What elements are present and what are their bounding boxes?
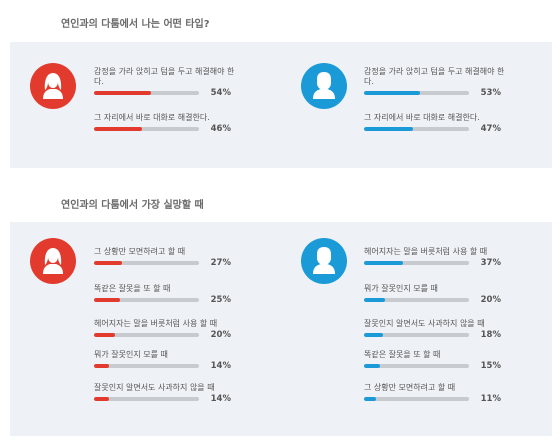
female-avatar-icon xyxy=(30,238,76,284)
bar-fill xyxy=(94,298,121,302)
bar-track xyxy=(94,127,199,131)
bar-label: 그 자리에서 바로 대화로 해결한다. xyxy=(94,113,210,122)
bar-label: 똑같은 잘못을 또 할 때 xyxy=(364,350,441,359)
bar-fill xyxy=(94,364,109,368)
bar-track xyxy=(94,91,199,95)
bar-track xyxy=(94,397,199,401)
bar-label: 그 상황만 모면하려고 할 때 xyxy=(364,383,456,392)
bar-value-label: 47% xyxy=(480,124,501,134)
bar-fill xyxy=(364,333,383,337)
bar-fill xyxy=(94,127,143,131)
bar-label: 그 상황만 모면하려고 할 때 xyxy=(94,247,186,256)
bar-label: 뭐가 잘못인지 모를 때 xyxy=(94,350,168,359)
bar-value-label: 20% xyxy=(480,295,501,305)
bar-fill xyxy=(94,397,109,401)
bar-label: 잘못인지 알면서도 사과하지 않을 때 xyxy=(364,319,485,328)
bar-value-label: 18% xyxy=(480,330,501,340)
male-avatar-icon xyxy=(301,63,347,109)
bar-value-label: 54% xyxy=(210,88,231,98)
bar-fill xyxy=(364,261,403,265)
bar-fill xyxy=(364,91,420,95)
bar-track xyxy=(364,333,469,337)
chart-panel xyxy=(10,42,552,168)
chart-title: 연인과의 다툼에서 나는 어떤 타입? xyxy=(61,19,210,30)
bar-track xyxy=(364,91,469,95)
bar-label: 헤어지자는 말을 버릇처럼 사용 할 때 xyxy=(94,319,218,328)
bar-label: 감정을 가라 앉히고 텀을 두고 해결해야 한 다. xyxy=(364,67,505,86)
bar-value-label: 11% xyxy=(480,394,501,404)
bar-value-label: 14% xyxy=(210,361,231,371)
bar-track xyxy=(94,298,199,302)
bar-track xyxy=(94,333,199,337)
bar-fill xyxy=(94,91,151,95)
bar-fill xyxy=(94,261,123,265)
chart-title: 연인과의 다툼에서 가장 실망할 때 xyxy=(61,200,204,211)
bar-track xyxy=(94,364,199,368)
bar-label: 잘못인지 알면서도 사과하지 않을 때 xyxy=(94,383,215,392)
bar-track xyxy=(364,364,469,368)
bar-track xyxy=(364,127,469,131)
bar-fill xyxy=(94,333,115,337)
bar-value-label: 27% xyxy=(210,258,231,268)
bar-track xyxy=(364,397,469,401)
bar-fill xyxy=(364,364,380,368)
bar-value-label: 37% xyxy=(480,258,501,268)
bar-value-label: 15% xyxy=(480,361,501,371)
bar-track xyxy=(94,261,199,265)
bar-label: 그 자리에서 바로 대화로 해결한다. xyxy=(364,113,480,122)
bar-label: 헤어지자는 말을 버릇처럼 사용 할 때 xyxy=(364,247,488,256)
bar-value-label: 14% xyxy=(210,394,231,404)
bar-fill xyxy=(364,397,376,401)
male-avatar-icon xyxy=(301,238,347,284)
bar-fill xyxy=(364,298,385,302)
bar-track xyxy=(364,298,469,302)
bar-value-label: 46% xyxy=(210,124,231,134)
bar-value-label: 20% xyxy=(210,330,231,340)
bar-track xyxy=(364,261,469,265)
bar-label: 뭐가 잘못인지 모를 때 xyxy=(364,284,438,293)
bar-label: 감정을 가라 앉히고 텀을 두고 해결해야 한 다. xyxy=(94,67,235,86)
bar-label: 똑같은 잘못을 또 할 때 xyxy=(94,284,171,293)
bar-value-label: 25% xyxy=(210,295,231,305)
bar-fill xyxy=(364,127,414,131)
bar-value-label: 53% xyxy=(480,88,501,98)
female-avatar-icon xyxy=(30,63,76,109)
